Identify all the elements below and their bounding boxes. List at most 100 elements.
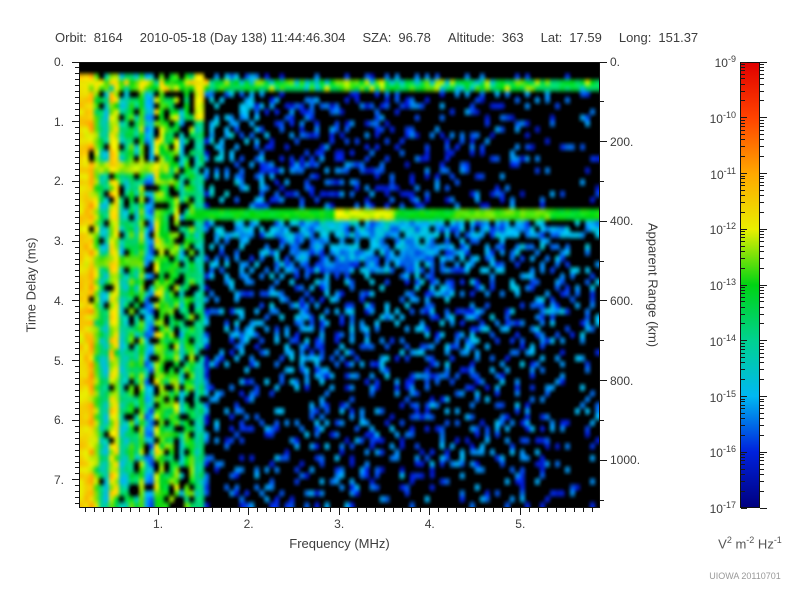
colorbar-minor-tick xyxy=(741,125,745,127)
colorbar-minor-tick xyxy=(741,90,745,92)
colorbar-minor-tick xyxy=(741,66,745,68)
x-axis-minor-tick xyxy=(121,508,123,512)
colorbar-minor-tick xyxy=(741,480,745,482)
colorbar-minor-tick xyxy=(760,345,764,347)
x-axis-minor-tick xyxy=(546,508,548,512)
x-axis-minor-tick xyxy=(148,508,150,512)
colorbar-minor-tick xyxy=(760,348,764,350)
colorbar-major-tick xyxy=(741,228,747,230)
x-axis-minor-tick xyxy=(411,508,413,512)
colorbar-major-tick xyxy=(760,61,767,63)
colorbar-minor-tick xyxy=(760,175,764,177)
colorbar-minor-tick xyxy=(760,296,764,298)
colorbar-minor-tick xyxy=(741,122,745,124)
y-axis-minor-tick xyxy=(75,198,79,200)
colorbar-major-tick xyxy=(741,451,747,453)
y-axis-minor-tick xyxy=(75,294,79,296)
colorbar-minor-tick xyxy=(760,231,764,233)
colorbar-minor-tick xyxy=(760,189,764,191)
y-axis-major-tick xyxy=(72,240,79,242)
y-right-minor-tick xyxy=(600,260,604,262)
colorbar-minor-tick xyxy=(741,146,745,148)
colorbar-minor-tick xyxy=(760,412,764,414)
header-sza: SZA: 96.78 xyxy=(362,30,431,45)
colorbar-tick-label: 10-11 xyxy=(710,165,736,182)
colorbar-minor-tick xyxy=(760,267,764,269)
colorbar-tick-label: 10-13 xyxy=(709,277,736,293)
colorbar-major-tick xyxy=(741,284,747,286)
x-axis-minor-tick xyxy=(220,508,222,512)
y-axis-minor-tick xyxy=(75,109,79,111)
x-axis-minor-tick xyxy=(320,508,322,512)
colorbar-minor-tick xyxy=(760,342,764,344)
x-axis-tick-label: 2. xyxy=(243,517,254,531)
x-axis-minor-tick xyxy=(166,508,168,512)
y-axis-major-tick xyxy=(72,61,79,63)
x-axis-minor-tick xyxy=(537,508,539,512)
y-axis-minor-tick xyxy=(75,324,79,326)
colorbar-minor-tick xyxy=(760,195,764,197)
colorbar-minor-tick xyxy=(741,301,745,303)
colorbar-major-tick xyxy=(760,451,767,453)
colorbar-minor-tick xyxy=(741,362,745,364)
colorbar-minor-tick xyxy=(760,398,764,400)
y-axis-minor-tick xyxy=(75,115,79,117)
y-axis-minor-tick xyxy=(75,431,79,433)
x-axis-minor-tick xyxy=(193,508,195,512)
colorbar-minor-tick xyxy=(760,234,764,236)
y-axis-tick-label: 4. xyxy=(53,293,64,308)
colorbar-minor-tick xyxy=(760,434,764,436)
y-axis-minor-tick xyxy=(75,79,79,81)
colorbar-minor-tick xyxy=(760,352,764,354)
y-axis-minor-tick xyxy=(75,437,79,439)
y-right-major-tick xyxy=(600,141,607,143)
x-axis-minor-tick xyxy=(202,508,204,512)
y-axis-minor-tick xyxy=(75,288,79,290)
x-axis-minor-tick xyxy=(447,508,449,512)
header-datetime: 2010-05-18 (Day 138) 11:44:46.304 xyxy=(139,30,346,45)
colorbar-minor-tick xyxy=(760,202,764,204)
x-axis-minor-tick xyxy=(257,508,259,512)
colorbar-minor-tick xyxy=(760,178,764,180)
y-axis-tick-label: 7. xyxy=(53,472,64,487)
colorbar-minor-tick xyxy=(741,134,745,136)
x-axis-minor-tick xyxy=(365,508,367,512)
colorbar-minor-tick xyxy=(760,289,764,291)
x-axis-minor-tick xyxy=(393,508,395,512)
colorbar-minor-tick xyxy=(741,202,745,204)
colorbar-minor-tick xyxy=(741,189,745,191)
y-axis-minor-tick xyxy=(75,85,79,87)
x-axis-minor-tick xyxy=(211,508,213,512)
y-axis-minor-tick xyxy=(75,503,79,505)
colorbar-minor-tick xyxy=(760,237,764,239)
colorbar-minor-tick xyxy=(760,241,764,243)
x-axis-minor-tick xyxy=(239,508,241,512)
x-axis-minor-tick xyxy=(510,508,512,512)
colorbar-major-tick xyxy=(741,173,747,174)
y-axis-minor-tick xyxy=(75,282,79,284)
x-axis-minor-tick xyxy=(329,508,331,512)
y-axis-tick-label: 0. xyxy=(53,55,64,69)
y-axis-minor-tick xyxy=(75,330,79,332)
colorbar-minor-tick xyxy=(741,296,745,298)
colorbar-tick-label: 10-15 xyxy=(709,388,736,405)
colorbar-minor-tick xyxy=(741,267,745,269)
colorbar-major-tick xyxy=(741,61,747,63)
colorbar-minor-tick xyxy=(741,185,745,187)
x-axis-minor-tick xyxy=(139,508,141,512)
colorbar-tick-label: 10-9 xyxy=(714,54,736,70)
y-axis-minor-tick xyxy=(75,473,79,475)
colorbar-minor-tick xyxy=(741,129,745,131)
y-axis-major-tick xyxy=(72,121,79,123)
y-axis-minor-tick xyxy=(75,246,79,248)
y-axis-minor-tick xyxy=(75,395,79,397)
y-axis-major-tick xyxy=(72,360,79,362)
colorbar-minor-tick xyxy=(741,490,745,492)
colorbar-minor-tick xyxy=(760,66,764,68)
x-axis-minor-tick xyxy=(583,508,585,512)
colorbar-minor-tick xyxy=(760,156,764,158)
x-axis-minor-tick xyxy=(456,508,458,512)
y-axis-minor-tick xyxy=(75,222,79,224)
colorbar-major-tick xyxy=(760,173,767,174)
